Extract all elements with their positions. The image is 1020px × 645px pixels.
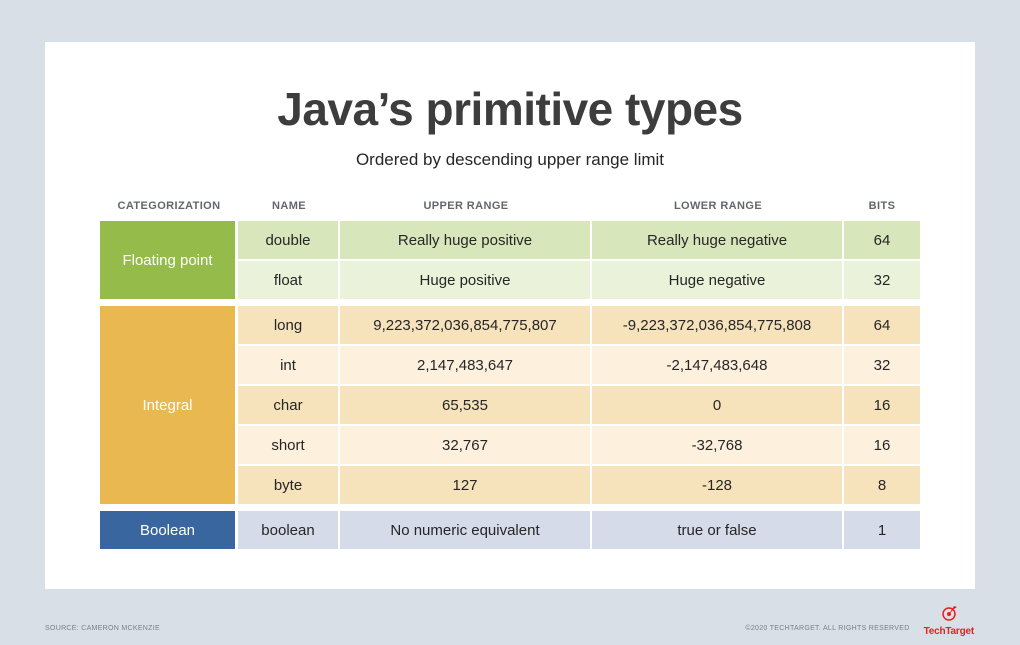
category-cell-integral: Integral	[100, 306, 235, 504]
cell-upper-range: No numeric equivalent	[340, 511, 590, 549]
cell-upper-range: 127	[340, 466, 590, 504]
cell-upper-range: 65,535	[340, 386, 590, 424]
table-row: long 9,223,372,036,854,775,807 -9,223,37…	[238, 306, 920, 344]
cell-upper-range: 32,767	[340, 426, 590, 464]
cell-lower-range: 0	[592, 386, 842, 424]
cell-bits: 32	[844, 346, 920, 384]
cell-bits: 32	[844, 261, 920, 299]
group-rows: long 9,223,372,036,854,775,807 -9,223,37…	[238, 306, 920, 504]
cell-name: long	[238, 306, 338, 344]
footer-right: ©2020 TECHTARGET. ALL RIGHTS RESERVED Te…	[745, 605, 974, 637]
copyright-text: ©2020 TECHTARGET. ALL RIGHTS RESERVED	[745, 625, 910, 632]
cell-bits: 16	[844, 426, 920, 464]
table-row: boolean No numeric equivalent true or fa…	[238, 511, 920, 549]
group-boolean: Boolean boolean No numeric equivalent tr…	[100, 511, 920, 549]
cell-name: byte	[238, 466, 338, 504]
infographic-card: Java’s primitive types Ordered by descen…	[45, 42, 975, 589]
techtarget-logo-text: TechTarget	[923, 626, 975, 637]
page-title: Java’s primitive types	[277, 83, 743, 135]
cell-upper-range: Huge positive	[340, 261, 590, 299]
cell-name: char	[238, 386, 338, 424]
cell-bits: 1	[844, 511, 920, 549]
cell-bits: 64	[844, 221, 920, 259]
cell-name: boolean	[238, 511, 338, 549]
header-upper-range: UPPER RANGE	[423, 200, 509, 212]
table-row: double Really huge positive Really huge …	[238, 221, 920, 259]
table-row: float Huge positive Huge negative 32	[238, 261, 920, 299]
cell-lower-range: -2,147,483,648	[592, 346, 842, 384]
table-row: int 2,147,483,647 -2,147,483,648 32	[238, 346, 920, 384]
cell-upper-range: 9,223,372,036,854,775,807	[340, 306, 590, 344]
table-row: short 32,767 -32,768 16	[238, 426, 920, 464]
cell-name: double	[238, 221, 338, 259]
cell-lower-range: true or false	[592, 511, 842, 549]
table-header-row: CATEGORIZATION NAME UPPER RANGE LOWER RA…	[100, 196, 920, 216]
cell-name: short	[238, 426, 338, 464]
techtarget-logo-icon	[940, 605, 958, 626]
cell-bits: 64	[844, 306, 920, 344]
table-row: char 65,535 0 16	[238, 386, 920, 424]
category-cell-floating-point: Floating point	[100, 221, 235, 299]
cell-name: int	[238, 346, 338, 384]
page-subtitle: Ordered by descending upper range limit	[355, 150, 665, 169]
source-credit: SOURCE: CAMERON MCKENZIE	[45, 625, 160, 632]
cell-bits: 16	[844, 386, 920, 424]
header-name: NAME	[272, 200, 306, 212]
primitive-types-table: CATEGORIZATION NAME UPPER RANGE LOWER RA…	[100, 196, 920, 549]
cell-lower-range: Really huge negative	[592, 221, 842, 259]
group-floating-point: Floating point double Really huge positi…	[100, 221, 920, 299]
cell-lower-range: -32,768	[592, 426, 842, 464]
cell-lower-range: -128	[592, 466, 842, 504]
cell-bits: 8	[844, 466, 920, 504]
header-categorization: CATEGORIZATION	[117, 200, 221, 212]
cell-name: float	[238, 261, 338, 299]
cell-upper-range: Really huge positive	[340, 221, 590, 259]
header-lower-range: LOWER RANGE	[673, 200, 763, 212]
cell-lower-range: Huge negative	[592, 261, 842, 299]
group-rows: double Really huge positive Really huge …	[238, 221, 920, 299]
techtarget-logo: TechTarget	[924, 605, 974, 637]
cell-lower-range: -9,223,372,036,854,775,808	[592, 306, 842, 344]
group-rows: boolean No numeric equivalent true or fa…	[238, 511, 920, 549]
group-integral: Integral long 9,223,372,036,854,775,807 …	[100, 306, 920, 504]
header-bits: BITS	[868, 200, 896, 212]
cell-upper-range: 2,147,483,647	[340, 346, 590, 384]
table-row: byte 127 -128 8	[238, 466, 920, 504]
category-cell-boolean: Boolean	[100, 511, 235, 549]
